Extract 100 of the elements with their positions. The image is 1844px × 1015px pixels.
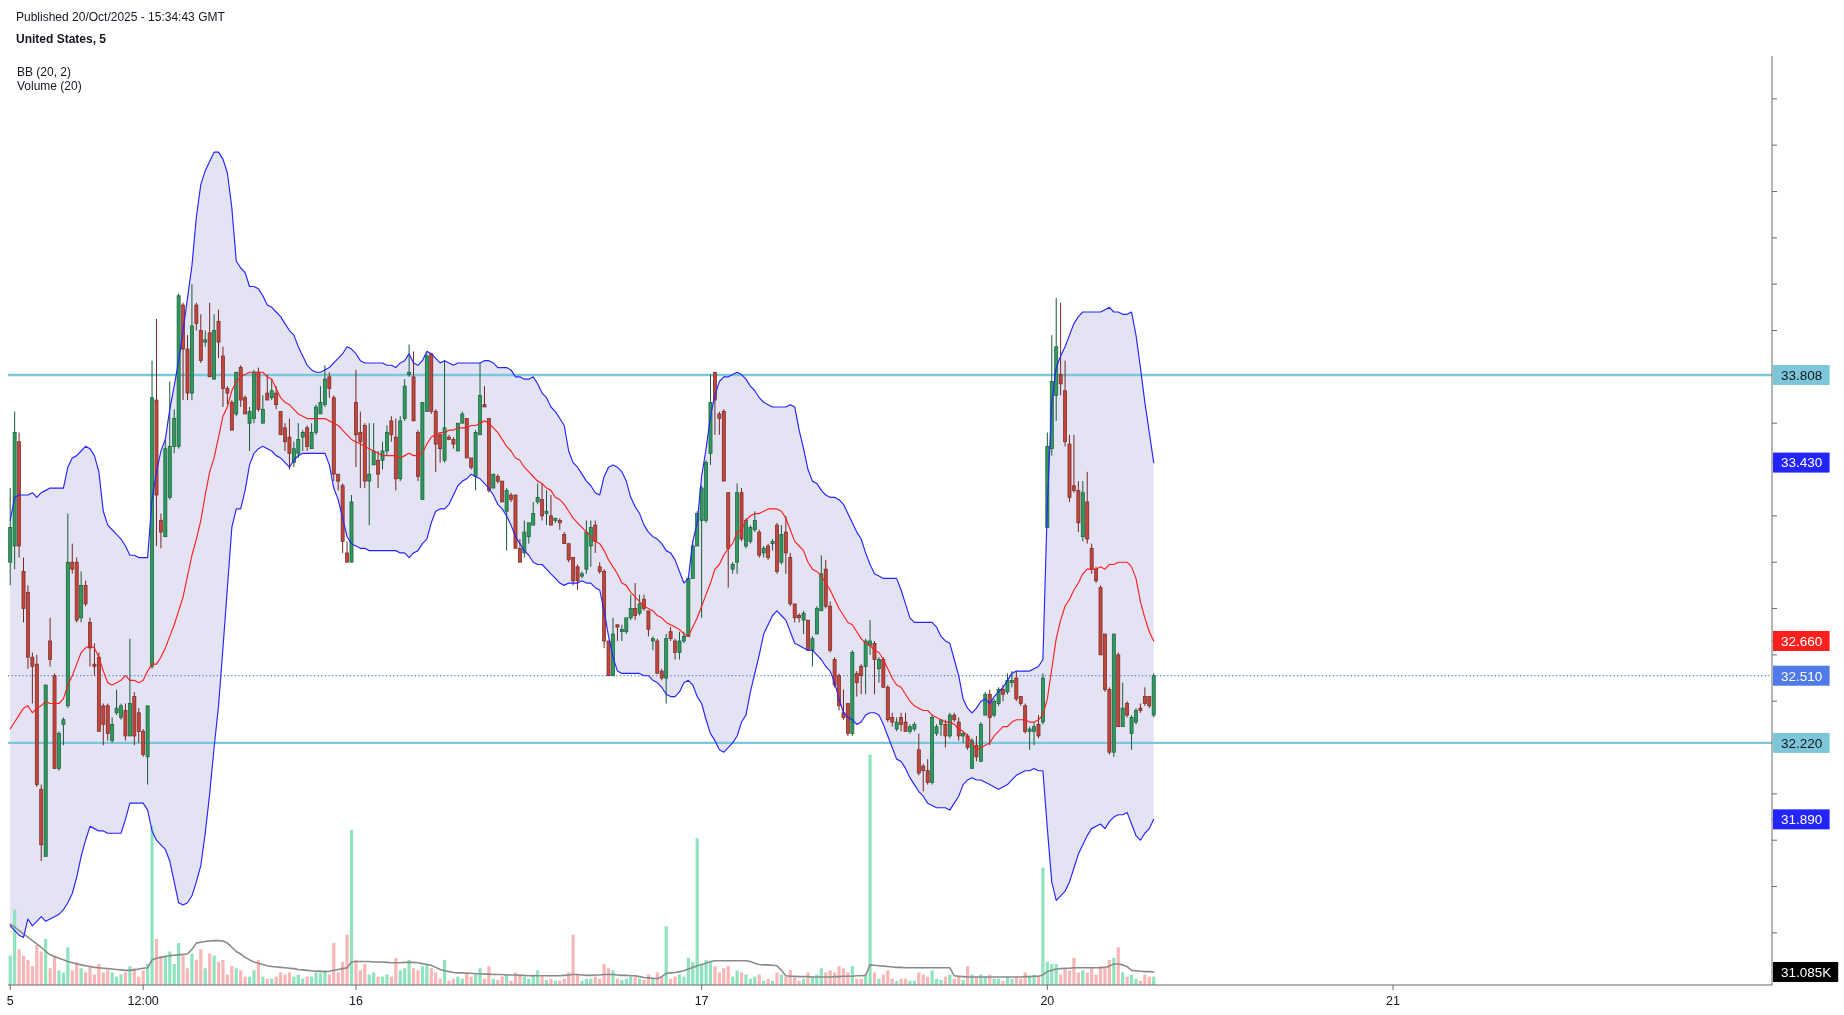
candlestick xyxy=(83,580,88,607)
bar xyxy=(314,972,318,985)
y-tick-label: 33.430 xyxy=(1781,455,1823,471)
bar xyxy=(580,980,584,985)
bar xyxy=(877,978,881,985)
candlestick xyxy=(1014,670,1019,702)
candlestick xyxy=(633,582,638,621)
candlestick xyxy=(943,719,948,749)
candlestick xyxy=(504,487,509,552)
bar xyxy=(722,968,726,985)
line-series xyxy=(9,151,1155,714)
bar xyxy=(363,964,367,985)
bar xyxy=(411,968,416,985)
candlestick xyxy=(872,640,877,695)
chart-title: United States, 5 xyxy=(16,32,107,46)
candlestick xyxy=(1120,682,1125,728)
candlestick xyxy=(1005,672,1010,695)
candlestick xyxy=(637,594,642,616)
ref-line-label: 32.510 xyxy=(1781,668,1823,684)
bar xyxy=(26,959,30,985)
bar xyxy=(420,966,424,985)
bar xyxy=(899,978,903,985)
bar xyxy=(704,959,708,985)
bar xyxy=(917,972,921,985)
x-tick-label: 16 xyxy=(348,994,363,1009)
bar xyxy=(212,955,216,985)
candlestick xyxy=(274,385,279,410)
bar xyxy=(1063,968,1067,985)
bar xyxy=(571,934,575,985)
bar xyxy=(287,972,292,985)
candlestick xyxy=(983,691,988,716)
bar xyxy=(726,966,730,985)
bar xyxy=(775,972,779,985)
candlestick xyxy=(588,520,593,568)
candlestick xyxy=(673,638,677,660)
candlestick xyxy=(61,716,66,746)
candlestick xyxy=(677,631,682,660)
bar xyxy=(101,972,105,985)
bar xyxy=(713,966,717,985)
bar xyxy=(79,968,83,985)
candlestick xyxy=(947,712,952,739)
candlestick xyxy=(482,385,487,408)
x-tick-label: 5 xyxy=(6,994,14,1009)
candlestick xyxy=(801,610,806,635)
bar xyxy=(354,959,358,985)
bar xyxy=(57,970,61,985)
bar xyxy=(695,838,699,985)
bar xyxy=(150,825,154,985)
candlestick xyxy=(1142,686,1147,707)
bar xyxy=(318,972,323,985)
bar xyxy=(540,976,544,985)
bar xyxy=(735,970,739,985)
bar xyxy=(429,968,433,985)
candlestick xyxy=(110,716,115,744)
candlestick xyxy=(987,689,992,746)
bar xyxy=(939,979,943,985)
bar xyxy=(434,972,438,985)
bar xyxy=(403,968,407,985)
bar xyxy=(664,926,668,985)
bar xyxy=(744,974,748,985)
bar xyxy=(1085,972,1089,985)
candlestick xyxy=(974,735,979,762)
candlestick xyxy=(593,520,598,554)
ref-line-label: 33.808 xyxy=(1781,367,1823,383)
y2-tick-label: 31.085K xyxy=(1781,964,1832,980)
candlestick xyxy=(376,450,380,489)
bar xyxy=(283,974,287,985)
candlestick xyxy=(549,494,553,526)
candlestick xyxy=(650,635,655,651)
candlestick xyxy=(810,635,815,667)
bar xyxy=(611,970,615,985)
candlestick xyxy=(367,422,372,526)
annotation: Volume (20) xyxy=(17,78,82,93)
bar xyxy=(642,979,646,985)
y-tick-label: 32.660 xyxy=(1781,633,1823,649)
bar xyxy=(1001,980,1005,985)
bar xyxy=(376,976,380,985)
x-tick-label: 17 xyxy=(694,994,709,1009)
bar xyxy=(119,974,123,985)
bar xyxy=(1134,978,1138,985)
bar xyxy=(739,972,744,985)
candlestick xyxy=(544,489,549,526)
bar xyxy=(199,949,203,985)
candlestick xyxy=(877,656,881,684)
bar xyxy=(123,972,128,985)
bar xyxy=(110,972,114,985)
bar xyxy=(416,970,420,985)
bar xyxy=(549,978,553,985)
bar xyxy=(252,970,256,985)
bar xyxy=(908,980,912,985)
candlestick xyxy=(859,663,864,695)
x-tick-label: 20 xyxy=(1040,994,1055,1009)
bar xyxy=(837,966,841,985)
bar xyxy=(372,972,376,985)
bar xyxy=(1041,867,1045,985)
candlestick xyxy=(1001,684,1005,702)
bar xyxy=(278,972,283,985)
bar xyxy=(221,959,225,985)
bar xyxy=(17,949,21,985)
x-tick-label: 21 xyxy=(1386,994,1401,1009)
